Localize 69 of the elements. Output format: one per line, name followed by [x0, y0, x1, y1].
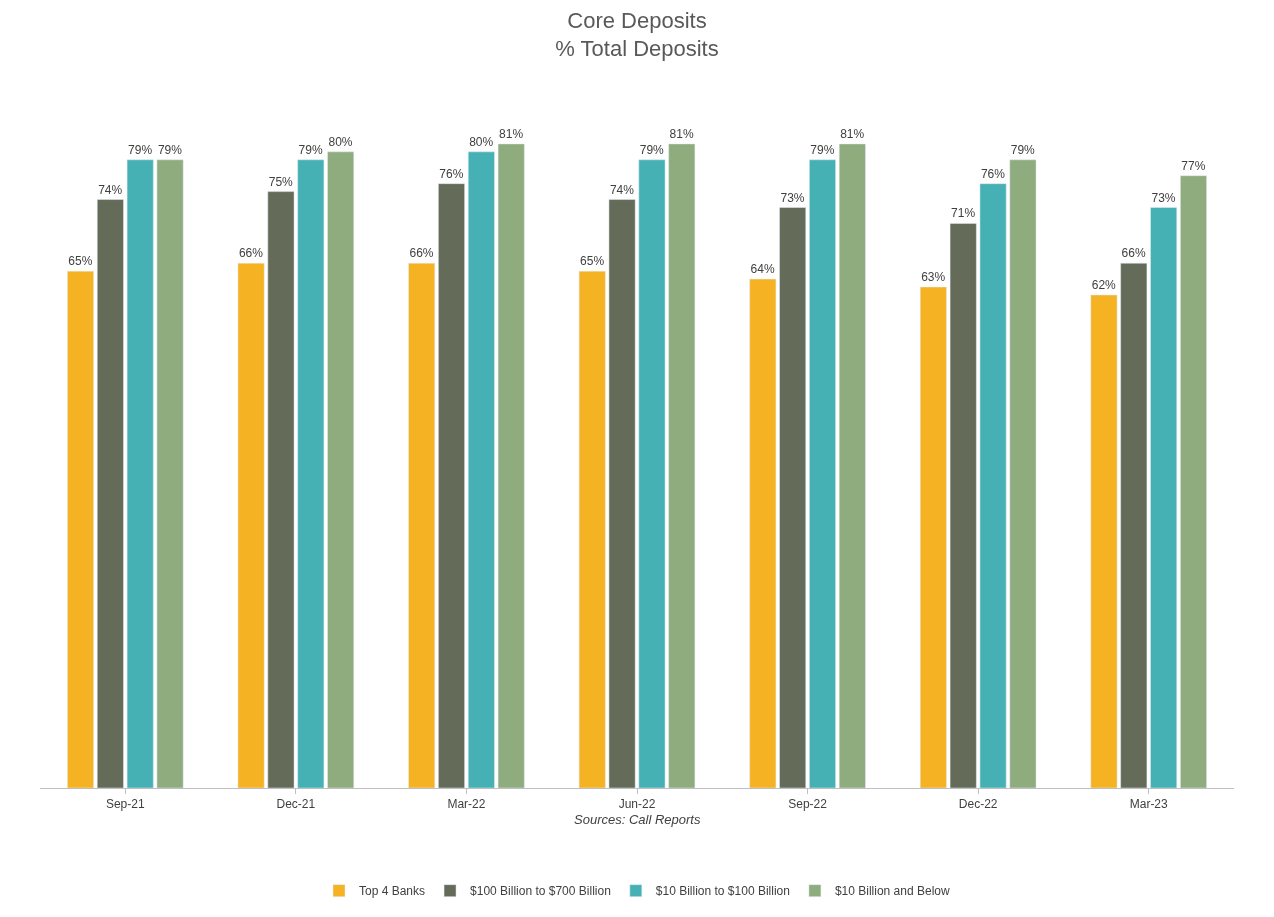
bar	[668, 143, 696, 788]
data-label: 75%	[268, 174, 294, 189]
bar	[919, 286, 947, 788]
data-label: 66%	[409, 246, 434, 261]
bar	[1120, 262, 1148, 788]
data-label: 81%	[669, 126, 694, 141]
data-label: 62%	[1091, 277, 1117, 292]
bar	[949, 223, 977, 788]
data-label: 79%	[128, 142, 153, 157]
bar	[126, 159, 154, 788]
bar	[297, 159, 325, 788]
data-label: 79%	[810, 142, 835, 157]
bar	[1150, 207, 1178, 788]
data-label: 64%	[750, 262, 775, 277]
bar	[237, 262, 265, 788]
bar	[779, 207, 807, 788]
data-label: 80%	[469, 134, 494, 149]
bar	[608, 199, 636, 788]
chart-title: Core Deposits % Total Deposits	[555, 7, 719, 62]
data-label: 63%	[921, 270, 946, 285]
bar	[497, 143, 525, 788]
legend-label: $100 Billion to $700 Billion	[470, 884, 611, 899]
data-label: 77%	[1181, 158, 1206, 173]
bar	[156, 159, 184, 788]
bar	[638, 159, 666, 788]
bar	[408, 262, 436, 788]
bar	[267, 191, 295, 788]
data-label: 66%	[1121, 246, 1146, 261]
data-label: 81%	[840, 126, 865, 141]
bar	[67, 270, 94, 788]
bar	[96, 199, 124, 788]
data-label: 81%	[499, 126, 524, 141]
data-label: 76%	[980, 166, 1006, 181]
data-label: 79%	[1010, 142, 1036, 157]
x-tick-label: Mar-22	[447, 797, 486, 812]
legend-label: Top 4 Banks	[359, 884, 426, 899]
bar	[1180, 175, 1207, 788]
bar	[809, 159, 836, 788]
data-label: 65%	[68, 254, 93, 269]
data-label: 79%	[639, 142, 665, 157]
bar	[438, 183, 465, 788]
source-note: Sources: Call Reports	[574, 812, 701, 827]
data-label: 71%	[951, 206, 976, 221]
legend-label: $10 Billion to $100 Billion	[655, 884, 790, 899]
bar	[979, 183, 1007, 788]
bar	[1090, 294, 1118, 788]
data-label: 79%	[157, 142, 183, 157]
x-tick-label: Sep-21	[105, 797, 145, 812]
bar	[1009, 159, 1037, 788]
x-tick-label: Jun-22	[618, 797, 656, 812]
data-label: 73%	[1151, 190, 1176, 205]
bar	[467, 151, 495, 788]
data-label: 74%	[98, 182, 123, 197]
data-label: 76%	[439, 166, 464, 181]
data-label: 65%	[580, 254, 605, 269]
bar	[578, 270, 606, 788]
legend-label: $10 Billion and Below	[834, 884, 950, 899]
data-label: 74%	[609, 182, 635, 197]
data-label: 79%	[298, 142, 323, 157]
bar	[838, 143, 866, 788]
x-tick-label: Dec-21	[276, 797, 316, 812]
bar	[327, 151, 355, 788]
x-tick-label: Sep-22	[788, 797, 828, 812]
data-label: 80%	[328, 134, 353, 149]
data-label: 73%	[780, 190, 805, 205]
x-tick-label: Dec-22	[958, 797, 998, 812]
bar	[749, 278, 777, 788]
x-tick-label: Mar-23	[1129, 797, 1169, 812]
data-label: 66%	[238, 246, 264, 261]
